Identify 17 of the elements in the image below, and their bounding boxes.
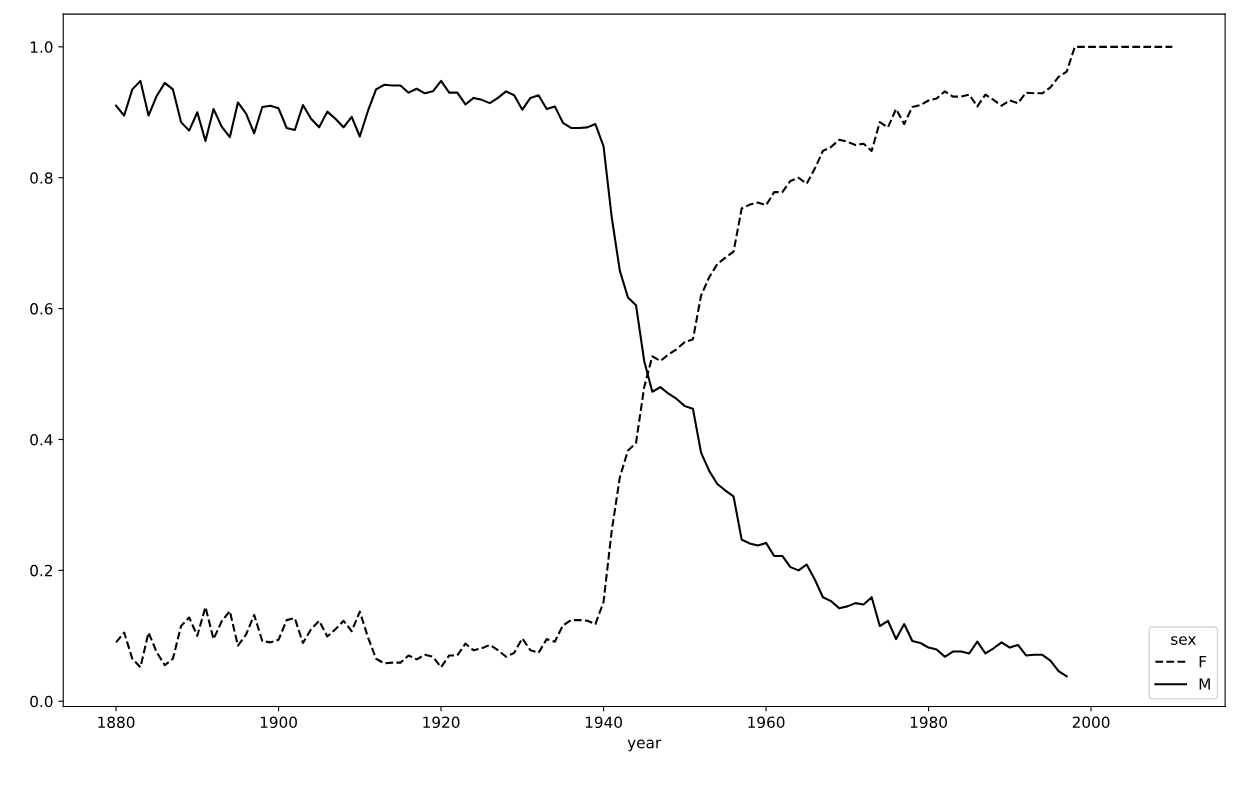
x-tick-label: 1920 [423, 716, 460, 729]
legend-title: sex [1171, 636, 1196, 645]
x-tick-label: 1900 [260, 716, 297, 729]
y-tick-label: 0.8 [30, 172, 53, 184]
legend-label: M [1199, 678, 1210, 690]
legend-label: F [1199, 656, 1207, 668]
y-tick-label: 0.0 [30, 695, 53, 708]
y-tick-label: 0.4 [30, 433, 53, 446]
y-tick-label: 1.0 [30, 41, 53, 53]
x-tick-label: 1880 [98, 716, 135, 729]
y-tick-label: 0.6 [30, 303, 53, 315]
x-tick-label: 1980 [910, 716, 947, 729]
x-tick-label: 1940 [585, 716, 622, 729]
y-tick-label: 0.2 [30, 564, 52, 577]
x-axis-title: year [627, 739, 662, 752]
x-tick-label: 1960 [748, 716, 785, 729]
x-tick-label: 2000 [1072, 716, 1110, 729]
